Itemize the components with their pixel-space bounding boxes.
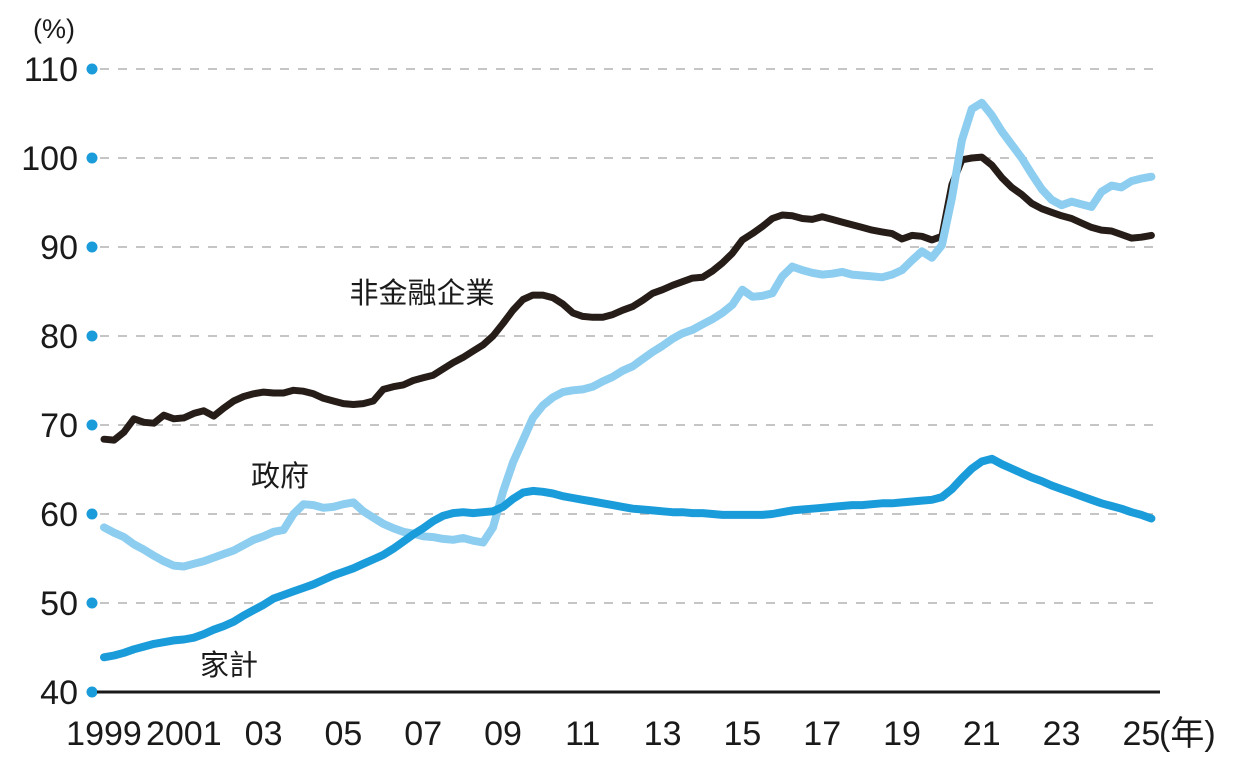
y-tick-dot-40 xyxy=(86,686,98,698)
series-line-2 xyxy=(100,454,1156,662)
y-tick-dot-60 xyxy=(86,508,98,520)
y-axis-label-70: 70 xyxy=(40,407,78,445)
x-axis-label-2009: 09 xyxy=(484,715,522,753)
y-tick-dot-100 xyxy=(86,152,98,164)
x-axis-label-2007: 07 xyxy=(404,715,442,753)
x-axis-label-2015: 15 xyxy=(723,715,761,753)
x-axis-label-2017: 17 xyxy=(803,715,841,753)
y-axis-label-110: 110 xyxy=(24,51,78,89)
y-axis-label-100: 100 xyxy=(21,140,78,178)
series-label-0: 非金融企業 xyxy=(349,277,494,310)
x-axis-label-1999: 1999 xyxy=(66,715,142,753)
y-axis-label-80: 80 xyxy=(40,318,78,356)
y-axis-labels: 40 50 60 70 80 90 100 110 xyxy=(21,51,78,712)
y-axis-label-60: 60 xyxy=(40,496,78,534)
x-axis-label-2001: 2001 xyxy=(146,715,222,753)
series-label-2: 家計 xyxy=(200,649,258,682)
y-axis-unit-label: (%) xyxy=(33,14,75,44)
y-tick-dot-50 xyxy=(86,597,98,609)
y-axis-label-90: 90 xyxy=(40,229,78,267)
y-axis-label-40: 40 xyxy=(40,674,78,712)
x-axis-label-2021: 21 xyxy=(963,715,1001,753)
y-tick-dot-70 xyxy=(86,419,98,431)
gridlines xyxy=(100,68,1160,604)
x-axis-label-2013: 13 xyxy=(644,715,682,753)
x-axis-label-2011: 11 xyxy=(565,715,600,753)
y-tick-dot-80 xyxy=(86,330,98,342)
x-axis-label-2025: 25 xyxy=(1122,715,1160,753)
y-tick-dot-110 xyxy=(86,63,98,75)
y-axis-tick-dots xyxy=(86,63,98,698)
series-lines xyxy=(100,98,1156,662)
x-axis-label-2023: 23 xyxy=(1043,715,1081,753)
y-axis-label-50: 50 xyxy=(40,585,78,623)
series-line-1 xyxy=(100,98,1156,571)
x-axis-label-2005: 05 xyxy=(324,715,362,753)
x-axis-label-2003: 03 xyxy=(245,715,283,753)
x-axis-label-2019: 19 xyxy=(883,715,921,753)
y-tick-dot-90 xyxy=(86,241,98,253)
x-axis-labels: 1999 2001 03 05 07 09 11 13 15 17 19 21 23 25 xyxy=(66,715,1160,753)
series-line-0 xyxy=(100,153,1155,444)
series-label-1: 政府 xyxy=(251,460,309,493)
x-axis-unit-label: (年) xyxy=(1159,715,1216,753)
